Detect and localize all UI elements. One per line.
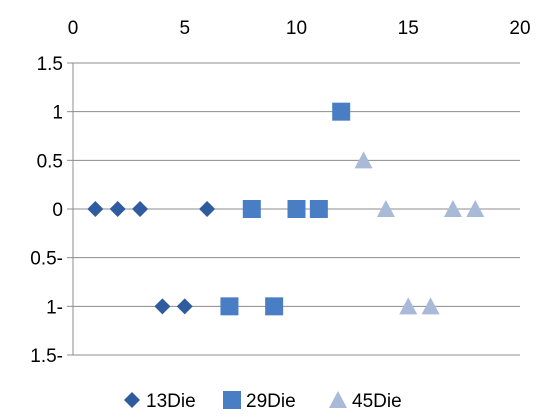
- legend-marker-triangle: [329, 391, 347, 408]
- data-point-triangle: [354, 151, 373, 169]
- axes: [67, 62, 74, 356]
- data-point-diamond: [109, 201, 126, 217]
- y-tick-label: 1.5: [37, 54, 63, 75]
- x-tick-label: 5: [179, 18, 190, 39]
- legend-label: 29Die: [246, 391, 296, 412]
- data-point-square: [332, 102, 351, 121]
- y-tick-label: 1: [52, 103, 63, 124]
- data-point-square: [309, 200, 328, 218]
- y-tick-labels: 1.5 1 0.5 0 0.5- 1- 1.5-: [30, 54, 63, 367]
- data-points: [87, 102, 485, 316]
- y-tick-label: 0: [52, 200, 63, 221]
- y-tick-label: 1.5-: [30, 346, 63, 367]
- data-point-diamond: [154, 298, 171, 315]
- legend-label: 13Die: [146, 391, 196, 412]
- data-point-triangle: [466, 200, 485, 217]
- legend: 13Die 29Die 45Die: [124, 391, 402, 412]
- data-point-square: [265, 297, 284, 316]
- legend-marker-diamond: [124, 392, 140, 408]
- legend-label: 45Die: [352, 391, 402, 412]
- data-point-square: [220, 297, 239, 316]
- data-point-square: [242, 200, 261, 218]
- data-point-triangle: [399, 297, 418, 315]
- data-point-diamond: [87, 201, 104, 217]
- data-point-diamond: [176, 298, 193, 315]
- x-tick-label: 0: [68, 18, 79, 39]
- x-tick-label: 20: [509, 18, 530, 39]
- x-tick-label: 10: [286, 18, 307, 39]
- data-point-triangle: [421, 297, 440, 315]
- y-tick-label: 0.5: [37, 151, 63, 172]
- data-point-triangle: [443, 200, 462, 217]
- data-point-diamond: [199, 201, 216, 217]
- y-tick-label: 1-: [46, 297, 63, 318]
- data-point-square: [287, 200, 306, 218]
- y-tick-label: 0.5-: [30, 249, 63, 270]
- legend-marker-square: [223, 391, 241, 409]
- data-point-triangle: [376, 200, 395, 217]
- x-tick-label: 15: [398, 18, 419, 39]
- data-point-diamond: [132, 201, 149, 217]
- x-tick-labels: 0 5 10 15 20: [68, 18, 531, 39]
